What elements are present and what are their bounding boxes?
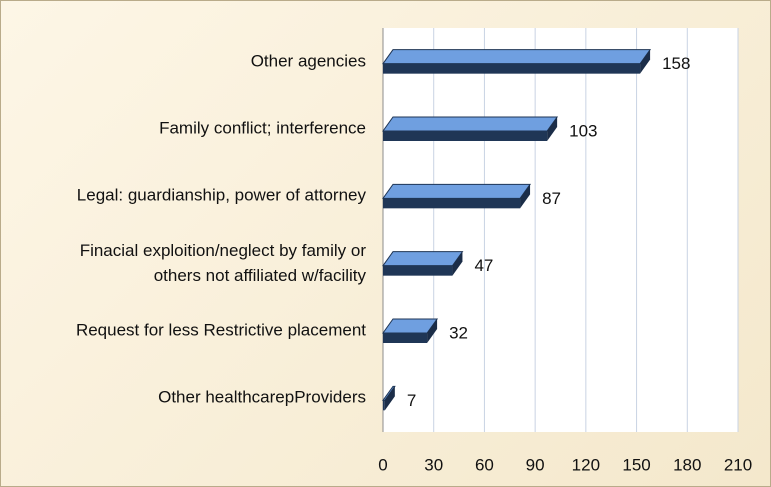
value-label: 87 — [542, 189, 561, 208]
value-label: 158 — [662, 54, 690, 73]
x-tick-label: 180 — [673, 455, 701, 474]
bar — [382, 318, 439, 343]
y-tick-label: Request for less Restrictive placement — [75, 320, 366, 340]
value-label: 103 — [569, 121, 597, 140]
bar — [382, 183, 532, 209]
x-tick-label: 0 — [378, 455, 387, 474]
y-tick-label: Other healthcarepProviders — [158, 387, 366, 407]
bar-front — [383, 400, 385, 411]
x-tick-label: 150 — [622, 455, 650, 474]
bar-front — [383, 63, 641, 74]
bar-side — [452, 251, 463, 276]
bar-top — [382, 183, 532, 199]
value-label: 7 — [407, 391, 416, 410]
value-label: 32 — [449, 323, 468, 342]
bar-side — [384, 386, 395, 411]
bar-front — [383, 131, 548, 141]
value-label: 47 — [474, 256, 493, 275]
x-tick-label: 120 — [572, 455, 600, 474]
y-tick-label: Finacial exploition/neglect by family or… — [79, 240, 366, 285]
x-tick-label: 30 — [424, 455, 443, 474]
bar-top — [382, 116, 559, 132]
y-tick-label: Legal: guardianship, power of attorney — [76, 185, 366, 205]
bar — [382, 385, 396, 411]
plot-area — [383, 28, 738, 432]
x-tick-label: 210 — [724, 455, 752, 474]
bar-top — [382, 251, 464, 267]
x-tick-label: 90 — [526, 455, 545, 474]
bar-side — [520, 184, 531, 209]
bar-side — [427, 319, 438, 343]
bar — [382, 49, 652, 74]
bar-side — [640, 49, 651, 74]
x-tick-label: 60 — [475, 455, 494, 474]
bar-side — [547, 117, 558, 141]
bar — [382, 251, 464, 276]
bar — [382, 116, 559, 141]
y-tick-label: Other agencies — [250, 51, 366, 71]
bar-front — [383, 333, 428, 343]
bar-top — [382, 49, 652, 65]
bar-front — [383, 198, 521, 209]
y-tick-label: Family conflict; interference — [159, 118, 366, 138]
bar-front — [383, 265, 453, 276]
